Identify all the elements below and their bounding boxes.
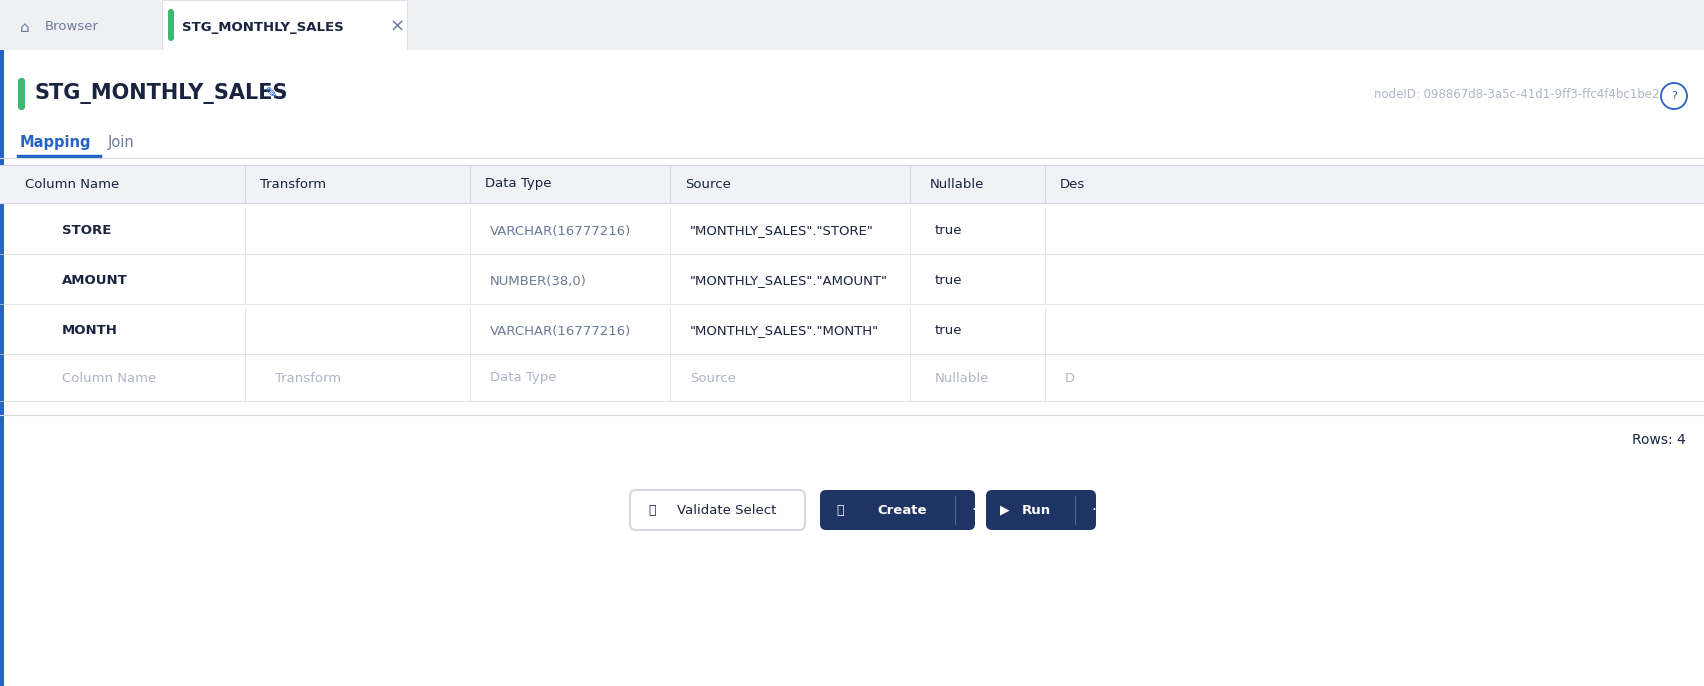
Text: Validate Select: Validate Select xyxy=(676,504,777,517)
Text: Nullable: Nullable xyxy=(930,178,985,191)
Text: Data Type: Data Type xyxy=(486,178,552,191)
FancyBboxPatch shape xyxy=(5,3,160,50)
FancyBboxPatch shape xyxy=(19,78,26,110)
Text: Data Type: Data Type xyxy=(491,372,557,384)
Text: Mapping: Mapping xyxy=(20,134,92,150)
Text: ⌂: ⌂ xyxy=(20,19,29,34)
Text: Source: Source xyxy=(690,372,736,384)
Text: STG_MONTHLY_SALES: STG_MONTHLY_SALES xyxy=(182,21,344,34)
Text: ✎: ✎ xyxy=(266,86,278,102)
Text: Nullable: Nullable xyxy=(935,372,990,384)
Text: true: true xyxy=(935,224,963,237)
Text: NUMBER(38,0): NUMBER(38,0) xyxy=(491,274,586,287)
Text: "MONTHLY_SALES"."MONTH": "MONTHLY_SALES"."MONTH" xyxy=(690,324,879,338)
Text: Rows: 4: Rows: 4 xyxy=(1632,433,1685,447)
Text: Transform: Transform xyxy=(274,372,341,384)
Text: VARCHAR(16777216): VARCHAR(16777216) xyxy=(491,224,630,237)
Text: ▶: ▶ xyxy=(1000,504,1010,517)
Text: true: true xyxy=(935,274,963,287)
Text: 🔑: 🔑 xyxy=(837,504,843,517)
Text: ···: ··· xyxy=(1092,503,1106,517)
FancyBboxPatch shape xyxy=(0,0,1704,50)
Text: "MONTHLY_SALES"."STORE": "MONTHLY_SALES"."STORE" xyxy=(690,224,874,237)
Text: ×: × xyxy=(390,18,406,36)
Text: Browser: Browser xyxy=(44,21,99,34)
Text: AMOUNT: AMOUNT xyxy=(61,274,128,287)
Text: "MONTHLY_SALES"."AMOUNT": "MONTHLY_SALES"."AMOUNT" xyxy=(690,274,888,287)
FancyBboxPatch shape xyxy=(162,0,407,50)
Text: ?: ? xyxy=(1672,91,1677,101)
FancyBboxPatch shape xyxy=(820,490,975,530)
FancyBboxPatch shape xyxy=(0,50,3,686)
Text: MONTH: MONTH xyxy=(61,324,118,338)
Text: Create: Create xyxy=(878,504,927,517)
Text: Column Name: Column Name xyxy=(26,178,119,191)
Text: D: D xyxy=(1065,372,1075,384)
Text: Des: Des xyxy=(1060,178,1085,191)
Text: STG_MONTHLY_SALES: STG_MONTHLY_SALES xyxy=(36,84,288,104)
FancyBboxPatch shape xyxy=(169,9,174,41)
Text: Run: Run xyxy=(1021,504,1051,517)
FancyBboxPatch shape xyxy=(0,50,1704,686)
Text: Join: Join xyxy=(107,134,135,150)
FancyBboxPatch shape xyxy=(987,490,1096,530)
Text: true: true xyxy=(935,324,963,338)
Text: Column Name: Column Name xyxy=(61,372,157,384)
Text: STORE: STORE xyxy=(61,224,111,237)
Text: ···: ··· xyxy=(971,503,987,517)
Text: nodeID: 098867d8-3a5c-41d1-9ff3-ffc4f4bc1be2: nodeID: 098867d8-3a5c-41d1-9ff3-ffc4f4bc… xyxy=(1373,88,1660,101)
Text: Source: Source xyxy=(685,178,731,191)
FancyBboxPatch shape xyxy=(0,165,1704,203)
Text: VARCHAR(16777216): VARCHAR(16777216) xyxy=(491,324,630,338)
FancyBboxPatch shape xyxy=(630,490,804,530)
Text: Transform: Transform xyxy=(261,178,325,191)
Text: 🔍: 🔍 xyxy=(648,504,656,517)
